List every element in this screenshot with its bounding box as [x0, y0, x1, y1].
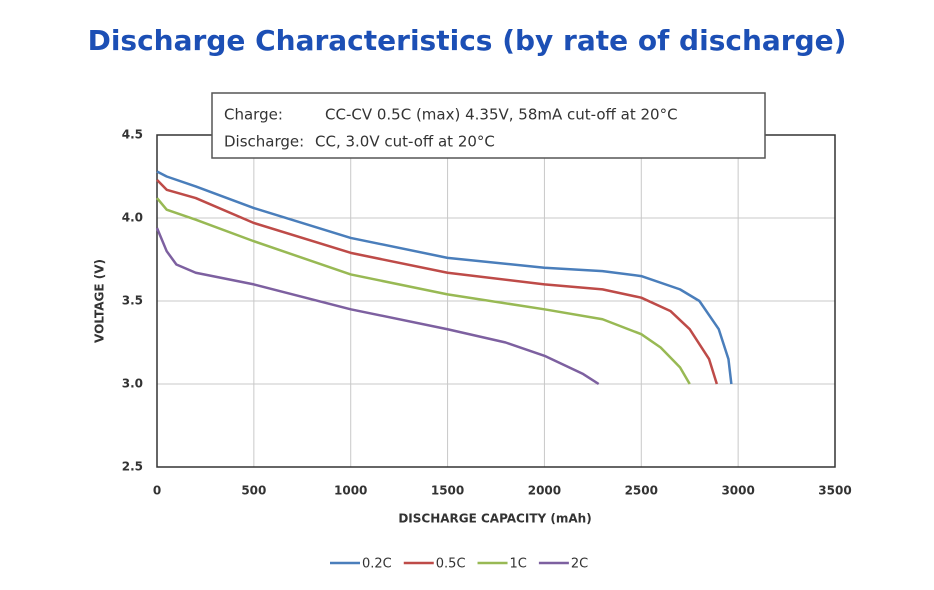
x-tick-label: 1500	[431, 484, 464, 498]
annotation-text: Charge:	[224, 106, 283, 124]
annotation-text: CC-CV 0.5C (max) 4.35V, 58mA cut-off at …	[325, 106, 678, 124]
x-tick-label: 3000	[721, 484, 754, 498]
series-line	[156, 170, 733, 385]
y-tick-label: 2.5	[122, 460, 143, 474]
x-tick-label: 2500	[625, 484, 658, 498]
legend-label: 0.2C	[362, 557, 392, 572]
chart-title: Discharge Characteristics (by rate of di…	[88, 24, 847, 57]
annotation-text: Discharge:	[224, 133, 304, 151]
x-tick-label: 0	[153, 484, 161, 498]
y-tick-label: 4.5	[122, 128, 143, 142]
x-tick-label: 500	[241, 484, 266, 498]
series-line	[155, 227, 600, 386]
y-tick-label: 3.0	[122, 377, 143, 391]
legend-label: 0.5C	[436, 557, 466, 572]
legend-label: 2C	[571, 557, 588, 572]
series-line	[156, 178, 719, 385]
x-tick-label: 3500	[818, 484, 851, 498]
x-tick-label: 2000	[528, 484, 561, 498]
y-tick-label: 3.5	[122, 294, 143, 308]
legend-label: 1C	[510, 557, 527, 572]
x-tick-label: 1000	[334, 484, 367, 498]
x-axis-label: DISCHARGE CAPACITY (mAh)	[398, 512, 591, 526]
y-tick-label: 4.0	[122, 211, 143, 225]
series-line	[156, 197, 691, 385]
annotation-box	[211, 92, 766, 159]
annotation-text: CC, 3.0V cut-off at 20°C	[315, 133, 495, 151]
y-axis-label: VOLTAGE (V)	[93, 259, 107, 343]
